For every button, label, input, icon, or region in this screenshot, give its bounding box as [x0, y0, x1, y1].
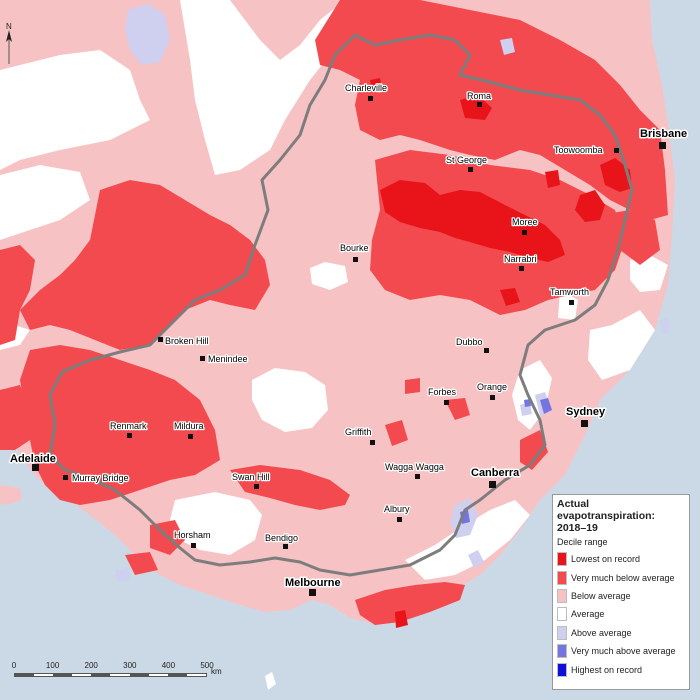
- scale-tick-label: 100: [45, 661, 60, 670]
- southern-islands: [265, 672, 276, 690]
- town-marker-charleville: [368, 96, 373, 101]
- capital-marker-canberra: [489, 481, 496, 488]
- label-toowoomba: Toowoomba: [554, 145, 603, 155]
- town-marker-broken-hill: [158, 337, 163, 342]
- legend-item: Very much above average: [557, 642, 685, 660]
- legend-item-label: Average: [571, 609, 605, 620]
- town-marker-menindee: [200, 356, 205, 361]
- north-arrow-icon: N: [6, 22, 12, 64]
- town-marker-moree: [522, 230, 527, 235]
- label-narrabri: Narrabri: [504, 254, 537, 264]
- town-marker-narrabri: [519, 266, 524, 271]
- capital-marker-adelaide: [32, 464, 39, 471]
- legend-swatch: [557, 588, 567, 603]
- scale-tick-label: 0: [11, 661, 17, 670]
- label-moree: Moree: [512, 217, 538, 227]
- label-charleville: Charleville: [345, 83, 387, 93]
- town-marker-toowoomba: [614, 148, 619, 153]
- legend-item-label: Above average: [571, 627, 632, 638]
- legend-swatch: [557, 570, 567, 585]
- town-markers: [63, 96, 619, 549]
- label-tamworth: Tamworth: [550, 287, 589, 297]
- legend-swatch: [557, 625, 567, 640]
- legend-item-label: Very much above average: [571, 646, 676, 657]
- town-marker-griffith: [370, 440, 375, 445]
- label-dubbo: Dubbo: [456, 337, 483, 347]
- town-marker-tamworth: [569, 300, 574, 305]
- label-melbourne: Melbourne: [285, 577, 341, 589]
- label-roma: Roma: [467, 91, 491, 101]
- legend-item: Very much below average: [557, 568, 685, 586]
- town-marker-mildura: [188, 434, 193, 439]
- svg-text:N: N: [6, 22, 12, 31]
- map-legend: Actual evapotranspiration: 2018–19 Decil…: [552, 494, 690, 690]
- legend-swatch: [557, 662, 567, 677]
- label-orange: Orange: [477, 382, 507, 392]
- label-sydney: Sydney: [566, 406, 606, 418]
- town-marker-forbes: [444, 400, 449, 405]
- legend-item: Average: [557, 605, 685, 623]
- label-renmark: Renmark: [110, 421, 147, 431]
- legend-swatch: [557, 552, 567, 567]
- legend-swatch: [557, 607, 567, 622]
- label-menindee: Menindee: [208, 354, 248, 364]
- label-forbes: Forbes: [428, 387, 457, 397]
- town-labels: Charleville Roma Toowoomba St George Mor…: [71, 82, 604, 545]
- town-marker-wagga-wagga: [415, 474, 420, 479]
- very-much-below-average-zones: [0, 0, 668, 625]
- legend-subtitle: Decile range: [557, 537, 608, 547]
- label-griffith: Griffith: [345, 427, 371, 437]
- town-marker-murray-bridge: [63, 475, 68, 480]
- town-marker-st-george: [468, 167, 473, 172]
- scale-tick-label: 500: [200, 661, 214, 670]
- label-bendigo: Bendigo: [265, 533, 298, 543]
- label-horsham: Horsham: [174, 530, 211, 540]
- legend-item-label: Lowest on record: [571, 554, 641, 565]
- label-wagga-wagga: Wagga Wagga: [385, 462, 444, 472]
- town-marker-roma: [477, 102, 482, 107]
- scale-bar-graphic: [14, 673, 207, 677]
- label-canberra: Canberra: [471, 467, 520, 479]
- town-marker-albury: [397, 517, 402, 522]
- capital-labels: Brisbane Sydney Adelaide Canberra Melbou…: [9, 127, 689, 591]
- scale-tick-label: 200: [84, 661, 98, 670]
- capital-marker-sydney: [581, 420, 588, 427]
- scale-tick-label: 400: [161, 661, 176, 670]
- label-murray-bridge: Murray Bridge: [72, 473, 129, 483]
- legend-item-label: Highest on record: [571, 664, 643, 675]
- legend-item-label: Very much below average: [571, 572, 675, 583]
- town-marker-swan-hill: [254, 484, 259, 489]
- basin-boundary: [48, 33, 634, 577]
- label-brisbane: Brisbane: [640, 128, 687, 140]
- legend-item-label: Below average: [571, 590, 631, 601]
- label-albury: Albury: [384, 504, 410, 514]
- label-mildura: Mildura: [174, 421, 204, 431]
- scale-tick-label: 300: [123, 661, 137, 670]
- capital-markers: [32, 142, 666, 596]
- town-marker-horsham: [191, 543, 196, 548]
- legend-item: Above average: [557, 624, 685, 642]
- town-marker-bourke: [353, 257, 358, 262]
- label-broken-hill: Broken Hill: [165, 336, 209, 346]
- scale-bar: 0 100 200 300 400 500 km: [6, 661, 231, 684]
- town-marker-renmark: [127, 433, 132, 438]
- scale-unit-label: km: [211, 667, 222, 676]
- legend-item: Lowest on record: [557, 550, 685, 568]
- town-marker-bendigo: [283, 544, 288, 549]
- label-swan-hill: Swan Hill: [232, 472, 270, 482]
- town-marker-dubbo: [484, 348, 489, 353]
- legend-item: Below average: [557, 587, 685, 605]
- legend-swatch: [557, 644, 567, 659]
- legend-item: Highest on record: [557, 660, 685, 678]
- label-adelaide: Adelaide: [10, 453, 56, 465]
- town-marker-orange: [490, 395, 495, 400]
- capital-marker-brisbane: [659, 142, 666, 149]
- capital-marker-melbourne: [309, 589, 316, 596]
- label-st-george: St George: [446, 155, 487, 165]
- legend-title: Actual evapotranspiration: 2018–19: [557, 498, 656, 534]
- label-bourke: Bourke: [340, 243, 369, 253]
- kangaroo-island: [0, 485, 22, 505]
